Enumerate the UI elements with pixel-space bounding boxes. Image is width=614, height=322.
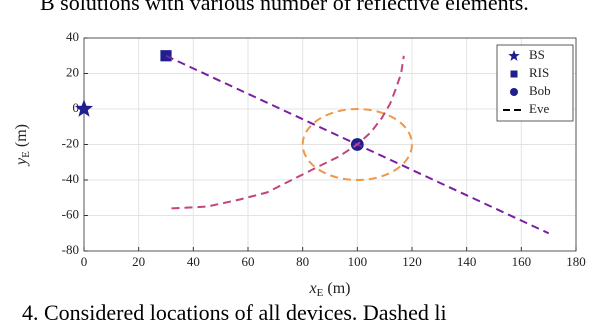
y-tick-label: 0	[73, 100, 80, 115]
x-axis-label-sub: E	[317, 287, 324, 299]
eve-circle	[301, 108, 414, 181]
legend-label: Bob	[529, 83, 551, 98]
x-tick-label: 20	[132, 254, 145, 269]
x-tick-label: 0	[81, 254, 88, 269]
header-text: B solutions with various number of refle…	[40, 0, 529, 15]
y-axis-label-var: y	[13, 157, 30, 167]
x-tick-label: 100	[348, 254, 368, 269]
star-marker	[74, 99, 94, 117]
x-axis-label-var: x	[309, 280, 317, 297]
star-marker	[508, 50, 520, 61]
eve-path	[171, 55, 405, 210]
square-marker	[160, 50, 172, 62]
caption: 4. Considered locations of all devices. …	[22, 300, 447, 322]
x-axis-label: xE (m)	[309, 280, 351, 299]
plot-frame	[83, 37, 577, 252]
legend-box	[496, 44, 574, 122]
circle-marker	[510, 88, 518, 96]
x-tick-label: 160	[512, 254, 532, 269]
x-tick-label: 180	[566, 254, 586, 269]
legend-label: Eve	[529, 101, 549, 116]
y-axis-label-unit: (m)	[13, 124, 30, 147]
y-axis-label: yE (m)	[13, 124, 32, 167]
y-tick-label: -20	[62, 135, 79, 150]
x-tick-label: 80	[296, 254, 309, 269]
square-marker	[510, 70, 518, 78]
y-tick-label: 40	[66, 29, 79, 44]
y-tick-label: 20	[66, 64, 79, 79]
y-tick-label: -40	[62, 171, 79, 186]
x-axis-label-unit: (m)	[327, 280, 350, 297]
y-tick-label: -80	[62, 242, 79, 257]
x-tick-label: 120	[402, 254, 422, 269]
legend-label: RIS	[529, 65, 549, 80]
legend-label: BS	[529, 47, 545, 62]
x-tick-label: 40	[187, 254, 200, 269]
y-axis-label-sub: E	[20, 151, 32, 158]
x-tick-label: 140	[457, 254, 477, 269]
y-tick-label: -60	[62, 206, 79, 221]
x-tick-label: 60	[242, 254, 255, 269]
